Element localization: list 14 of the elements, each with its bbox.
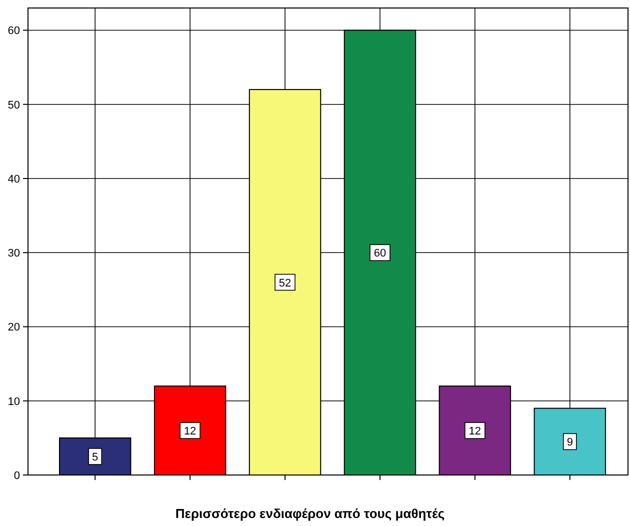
y-tick-label: 10 (8, 396, 20, 408)
y-tick-label: 20 (8, 322, 20, 334)
data-label: 12 (184, 426, 196, 438)
y-tick-label: 30 (8, 248, 20, 260)
y-tick-label: 0 (14, 470, 20, 482)
y-tick-label: 40 (8, 173, 20, 186)
data-label: 60 (374, 248, 386, 260)
y-tick-label: 50 (8, 99, 20, 112)
x-axis-title: Περισσότερο ενδιαφέρον από τους μαθητές (175, 506, 445, 521)
data-label: 9 (566, 436, 573, 449)
data-label: 52 (278, 277, 292, 290)
data-label: 12 (468, 426, 482, 438)
y-tick-label: 60 (8, 25, 20, 38)
data-label: 5 (92, 451, 98, 464)
